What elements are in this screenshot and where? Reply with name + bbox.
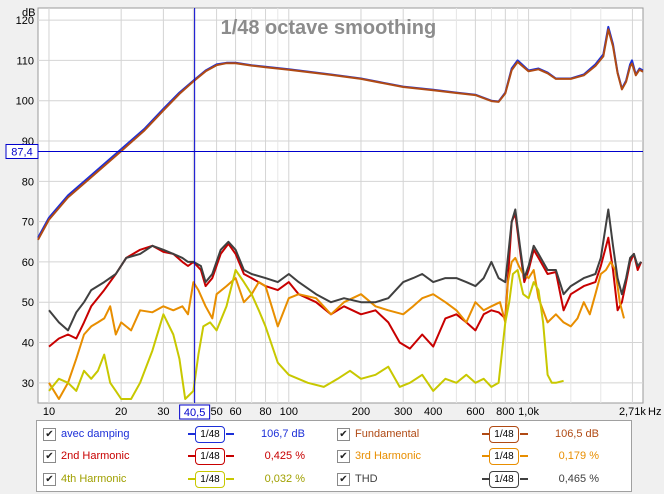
x-tick-label: 1,0k xyxy=(518,406,539,418)
x-tick-label: 400 xyxy=(424,406,442,418)
legend-checkbox-4th-harmonic[interactable]: ✔ xyxy=(43,473,56,486)
legend-item-2nd-harmonic: ✔ 2nd Harmonic 1/48 0,425 % xyxy=(43,447,333,465)
series-color-swatch xyxy=(188,455,196,457)
legend-series-name: Fundamental xyxy=(355,428,420,440)
legend-series-value: 106,7 dB xyxy=(260,428,305,440)
x-tick-label: 10 xyxy=(43,406,55,418)
legend-item-fundamental: ✔ Fundamental 1/48 106,5 dB xyxy=(337,425,627,443)
legend-series-value: 0,032 % xyxy=(264,473,305,485)
series-color-swatch xyxy=(482,455,490,457)
y-tick-label: 30 xyxy=(22,378,34,390)
legend-checkbox-thd[interactable]: ✔ xyxy=(337,473,350,486)
y-axis-label: dB xyxy=(22,7,35,19)
series-color-swatch xyxy=(226,433,234,435)
series-line-2nd-harmonic xyxy=(48,212,643,350)
series-line-fundamental xyxy=(37,28,644,241)
x-axis-label: Hz xyxy=(648,406,661,418)
x-tick-label: 80 xyxy=(259,406,271,418)
series-color-swatch xyxy=(188,433,196,435)
chart-title: 1/48 octave smoothing xyxy=(221,17,437,39)
y-tick-label: 70 xyxy=(22,217,34,229)
y-tick-label: 60 xyxy=(22,257,34,269)
legend-checkbox-2nd-harmonic[interactable]: ✔ xyxy=(43,450,56,463)
cursor-y-readout: 87,4 xyxy=(11,146,32,158)
x-tick-label: 50 xyxy=(210,406,222,418)
legend-item-thd: ✔ THD 1/48 0,465 % xyxy=(337,470,627,488)
smoothing-button-avec-damping[interactable]: 1/48 xyxy=(195,426,225,443)
x-tick-label: 60 xyxy=(229,406,241,418)
series-line-4th-harmonic xyxy=(48,269,564,400)
x-tick-label: 800 xyxy=(496,406,514,418)
series-color-swatch xyxy=(226,455,234,457)
y-tick-label: 120 xyxy=(16,15,34,27)
frequency-response-chart[interactable]: 3040506070809010011012010203040506080100… xyxy=(0,0,664,420)
plot-area[interactable] xyxy=(37,7,644,404)
y-tick-label: 80 xyxy=(22,176,34,188)
legend-item-avec-damping: ✔ avec damping 1/48 106,7 dB xyxy=(43,425,333,443)
legend-series-name: 3rd Harmonic xyxy=(355,450,422,462)
legend-series-name: 2nd Harmonic xyxy=(61,450,130,462)
smoothing-button-2nd-harmonic[interactable]: 1/48 xyxy=(195,448,225,465)
legend-checkbox-avec-damping[interactable]: ✔ xyxy=(43,428,56,441)
smoothing-button-thd[interactable]: 1/48 xyxy=(489,471,519,488)
legend-series-value: 0,425 % xyxy=(264,450,305,462)
legend-checkbox-3rd-harmonic[interactable]: ✔ xyxy=(337,450,350,463)
legend-series-value: 106,5 dB xyxy=(554,428,599,440)
cursor-y-readout-box xyxy=(5,143,39,159)
smoothing-button-4th-harmonic[interactable]: 1/48 xyxy=(195,471,225,488)
y-tick-label: 50 xyxy=(22,297,34,309)
series-line-3rd-harmonic xyxy=(48,256,625,400)
series-line-thd xyxy=(48,208,642,332)
x-tick-label: 600 xyxy=(466,406,484,418)
y-tick-label: 110 xyxy=(16,55,34,67)
x-tick-label: 300 xyxy=(394,406,412,418)
x-tick-label: 20 xyxy=(115,406,127,418)
series-color-swatch xyxy=(482,433,490,435)
smoothing-button-3rd-harmonic[interactable]: 1/48 xyxy=(489,448,519,465)
series-color-swatch xyxy=(520,433,528,435)
y-tick-label: 100 xyxy=(16,96,34,108)
legend-series-name: 4th Harmonic xyxy=(61,473,127,485)
series-color-swatch xyxy=(188,478,196,480)
series-color-swatch xyxy=(520,455,528,457)
legend-item-3rd-harmonic: ✔ 3rd Harmonic 1/48 0,179 % xyxy=(337,447,627,465)
legend-series-value: 0,465 % xyxy=(558,473,599,485)
cursor-x-readout: 40,5 xyxy=(184,407,205,419)
series-color-swatch xyxy=(520,478,528,480)
smoothing-button-fundamental[interactable]: 1/48 xyxy=(489,426,519,443)
cursor-x-readout-box xyxy=(179,404,211,420)
legend-panel: ✔ avec damping 1/48 106,7 dB ✔ Fundamental 1/4… xyxy=(36,420,632,492)
x-tick-label: 100 xyxy=(280,406,298,418)
bottom-mask xyxy=(0,404,664,420)
legend-series-name: THD xyxy=(355,473,378,485)
legend-item-4th-harmonic: ✔ 4th Harmonic 1/48 0,032 % xyxy=(43,470,333,488)
x-tick-label: 200 xyxy=(352,406,370,418)
series-color-swatch xyxy=(226,478,234,480)
legend-series-value: 0,179 % xyxy=(558,450,599,462)
x-tick-label: 30 xyxy=(157,406,169,418)
legend-checkbox-fundamental[interactable]: ✔ xyxy=(337,428,350,441)
x-tick-label: 2,71k xyxy=(619,406,646,418)
y-tick-label: 40 xyxy=(22,338,34,350)
legend-series-name: avec damping xyxy=(61,428,130,440)
series-color-swatch xyxy=(482,478,490,480)
